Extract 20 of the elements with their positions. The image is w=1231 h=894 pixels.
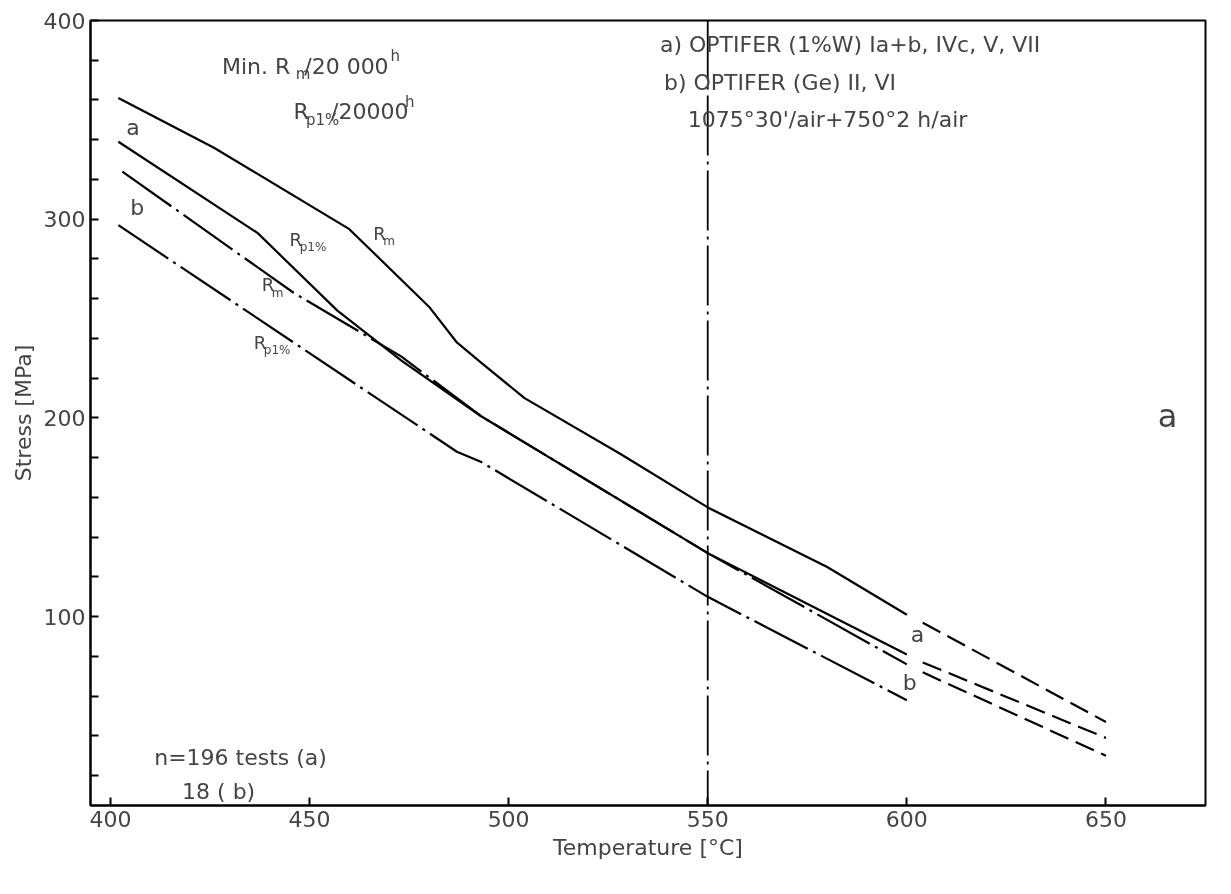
y-tick-label: 300 [43, 207, 86, 233]
y-tick-label: 100 [43, 604, 86, 630]
annotation: b) OPTIFER (Ge) II, VI [663, 69, 897, 95]
x-tick-label: 450 [288, 806, 331, 832]
annotation: a [910, 622, 925, 648]
annotation: a [126, 115, 140, 141]
annotation: b [902, 669, 917, 695]
y-tick-label: 200 [43, 405, 86, 431]
x-tick-label: 550 [686, 806, 729, 832]
x-tick-label: 500 [487, 806, 530, 832]
x-axis-title: Temperature [°C] [552, 834, 743, 860]
annotation: a [1157, 396, 1178, 435]
y-tick-label: 400 [43, 8, 86, 34]
x-tick-label: 600 [885, 806, 928, 832]
annotation: b [130, 194, 145, 220]
annotation: 18 ( b) [182, 779, 256, 805]
x-tick-label: 400 [89, 806, 132, 832]
x-tick-label: 650 [1084, 806, 1127, 832]
annotation: n=196 tests (a) [154, 745, 327, 771]
y-axis-title: Stress [MPa] [10, 344, 36, 482]
